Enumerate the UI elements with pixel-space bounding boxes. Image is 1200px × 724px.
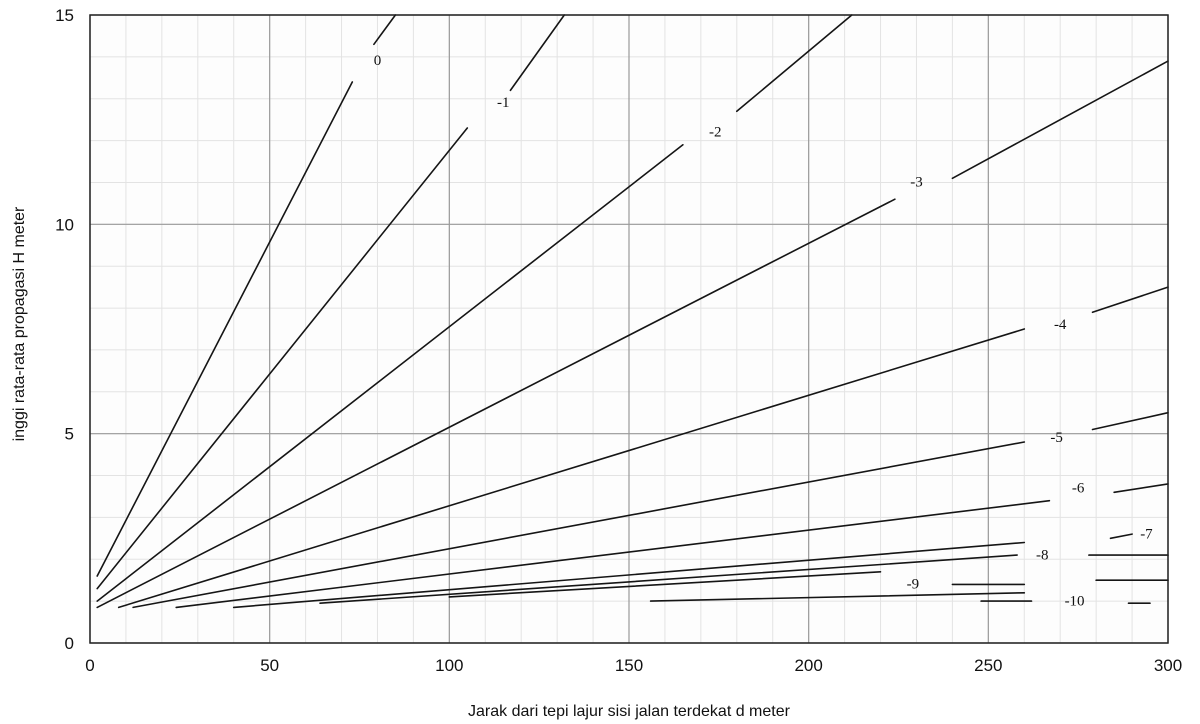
y-tick-label: 0 <box>65 634 74 653</box>
series-label: -7 <box>1140 526 1153 542</box>
series-line--6 <box>175 499 1051 609</box>
series-line--1 <box>509 14 566 92</box>
series-line--1 <box>96 127 469 590</box>
series-line--3 <box>96 198 896 609</box>
y-tick-label: 15 <box>55 6 74 25</box>
series-line--2 <box>735 14 853 113</box>
y-axis-title: inggi rata-rata propagasi H meter <box>11 206 28 441</box>
series-line--3 <box>951 60 1169 180</box>
series-line--5 <box>132 441 1026 609</box>
plot-frame <box>89 14 1169 644</box>
series-label: -1 <box>497 95 510 111</box>
curve-labels: 0 -1 -2 -3 -4 -5 -6 -7 -8 -9 -10 <box>374 53 1153 609</box>
series-line--7 <box>232 541 1026 609</box>
series-label: -9 <box>907 577 920 593</box>
series-label: -4 <box>1054 317 1067 333</box>
series-label: -6 <box>1072 480 1085 496</box>
x-tick-label: 150 <box>615 656 643 675</box>
series-line-0 <box>96 81 354 577</box>
series-line-0 <box>373 14 397 46</box>
y-tick-label: 5 <box>65 425 74 444</box>
series-label: -2 <box>709 124 722 140</box>
series-line--10 <box>649 591 1026 602</box>
series-line--5 <box>1091 411 1169 431</box>
x-tick-label: 300 <box>1154 656 1182 675</box>
x-tick-label: 200 <box>794 656 822 675</box>
x-tick-label: 50 <box>260 656 279 675</box>
tick-labels: 0 50 100 150 200 250 300 0 5 10 15 <box>55 6 1182 675</box>
x-tick-label: 250 <box>974 656 1002 675</box>
series-label: -10 <box>1065 593 1085 609</box>
x-tick-label: 100 <box>435 656 463 675</box>
series-line--4 <box>117 328 1026 609</box>
series-line--9 <box>448 570 882 598</box>
y-tick-label: 10 <box>55 215 74 234</box>
series-label: 0 <box>374 53 382 69</box>
series-label: -3 <box>910 175 923 191</box>
series-line--6 <box>1113 483 1169 494</box>
series-line--4 <box>1091 286 1169 314</box>
series-layer <box>96 14 1169 609</box>
x-tick-label: 0 <box>85 656 94 675</box>
x-axis-title: Jarak dari tepi lajur sisi jalan terdeka… <box>468 703 791 720</box>
series-line--8 <box>319 554 1018 605</box>
series-line--7 <box>1109 533 1133 540</box>
series-line--2 <box>96 144 684 602</box>
series-label: -8 <box>1036 547 1049 563</box>
series-label: -5 <box>1050 430 1063 446</box>
